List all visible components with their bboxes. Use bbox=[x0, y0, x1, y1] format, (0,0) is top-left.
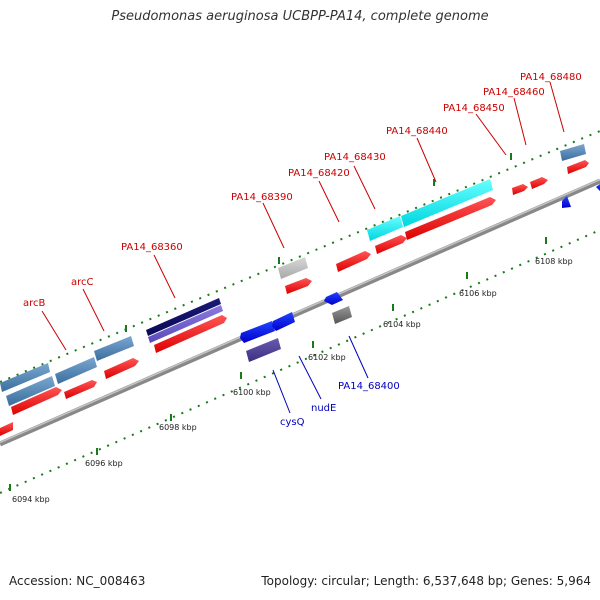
major-ticks-reverse bbox=[9, 237, 547, 491]
gene-label-PA14_68440[interactable]: PA14_68440 bbox=[386, 126, 448, 137]
gene-arrow-red[interactable] bbox=[336, 251, 371, 272]
gene-bar-purple[interactable] bbox=[246, 338, 281, 362]
gene-bar-steelblue[interactable] bbox=[6, 376, 55, 406]
gene-label-PA14_68400[interactable]: PA14_68400 bbox=[338, 381, 400, 392]
forward-gene-labels: arcB arcC PA14_68360 PA14_68390 PA14_684… bbox=[23, 72, 582, 309]
genome-backbone-highlight bbox=[0, 178, 600, 444]
gene-bar-steelblue[interactable] bbox=[560, 144, 586, 161]
major-ticks-forward bbox=[125, 153, 512, 332]
gene-label-PA14_68420[interactable]: PA14_68420 bbox=[288, 168, 350, 179]
forward-label-leaders bbox=[41, 81, 565, 351]
reverse-gene-labels: cysQ nudE PA14_68400 bbox=[280, 381, 400, 428]
accession-text: Accession: NC_008463 bbox=[9, 574, 146, 588]
gene-label-PA14_68430[interactable]: PA14_68430 bbox=[324, 152, 386, 163]
gene-bar-steelblue[interactable] bbox=[94, 336, 134, 361]
gene-groups-upper bbox=[0, 144, 586, 406]
gene-arrow-red[interactable] bbox=[285, 278, 312, 294]
reverse-genes bbox=[240, 184, 600, 362]
gene-bar-steelblue[interactable] bbox=[0, 363, 50, 392]
tick-track-forward bbox=[0, 130, 600, 383]
genome-summary-text: Topology: circular; Length: 6,537,648 bp… bbox=[261, 574, 591, 588]
genome-backbone bbox=[0, 178, 600, 447]
tick-track-reverse bbox=[0, 229, 600, 494]
gene-bar-steelblue[interactable] bbox=[55, 357, 97, 384]
gene-arrow-red[interactable] bbox=[154, 315, 227, 353]
scale-label-6108: 6108 kbp bbox=[535, 257, 573, 266]
forward-genes bbox=[0, 160, 589, 436]
gene-label-PA14_68390[interactable]: PA14_68390 bbox=[231, 192, 293, 203]
gene-arrow-red[interactable] bbox=[64, 380, 97, 399]
gene-arrow-red[interactable] bbox=[405, 197, 496, 240]
gene-label-cysQ[interactable]: cysQ bbox=[280, 417, 305, 428]
gene-bar-cyan[interactable] bbox=[401, 179, 493, 227]
gene-arrow-red[interactable] bbox=[104, 358, 139, 379]
gene-bar-lightgrey[interactable] bbox=[278, 257, 308, 279]
gene-bar-cyan[interactable] bbox=[367, 216, 403, 241]
gene-label-PA14_68460[interactable]: PA14_68460 bbox=[483, 87, 545, 98]
gene-arrow-blue[interactable] bbox=[596, 184, 600, 191]
gene-label-arcC[interactable]: arcC bbox=[71, 277, 94, 288]
gene-arrow-red[interactable] bbox=[375, 235, 407, 254]
gene-label-nudE[interactable]: nudE bbox=[311, 403, 336, 414]
scale-label-6098: 6098 kbp bbox=[159, 423, 197, 432]
gene-bar-navy[interactable] bbox=[146, 298, 221, 336]
gene-arrow-blue[interactable] bbox=[562, 196, 571, 208]
gene-arrow-red[interactable] bbox=[0, 422, 13, 436]
gene-label-PA14_68450[interactable]: PA14_68450 bbox=[443, 103, 505, 114]
gene-bar-darkgrey[interactable] bbox=[332, 306, 352, 324]
scale-label-6096: 6096 kbp bbox=[85, 459, 123, 468]
gene-label-arcB[interactable]: arcB bbox=[23, 298, 46, 309]
gene-arrow-blue[interactable] bbox=[272, 312, 295, 331]
gene-arrow-red[interactable] bbox=[567, 160, 589, 174]
scale-label-6104: 6104 kbp bbox=[383, 320, 421, 329]
gene-arrow-red[interactable] bbox=[512, 184, 528, 195]
scale-label-6102: 6102 kbp bbox=[308, 353, 346, 362]
scale-label-6094: 6094 kbp bbox=[12, 495, 50, 504]
scale-label-6100: 6100 kbp bbox=[233, 388, 271, 397]
gene-arrow-blue[interactable] bbox=[240, 321, 275, 343]
gene-bar-lavender[interactable] bbox=[148, 305, 223, 343]
gene-arrow-red[interactable] bbox=[530, 177, 548, 189]
map-title: Pseudomonas aeruginosa UCBPP-PA14, compl… bbox=[111, 9, 489, 24]
gene-arrow-blue[interactable] bbox=[324, 292, 343, 305]
reverse-label-leaders bbox=[272, 335, 369, 414]
scale-label-6106: 6106 kbp bbox=[459, 289, 497, 298]
gene-label-PA14_68480[interactable]: PA14_68480 bbox=[520, 72, 582, 83]
gene-label-PA14_68360[interactable]: PA14_68360 bbox=[121, 242, 183, 253]
gene-arrow-red[interactable] bbox=[11, 387, 62, 415]
